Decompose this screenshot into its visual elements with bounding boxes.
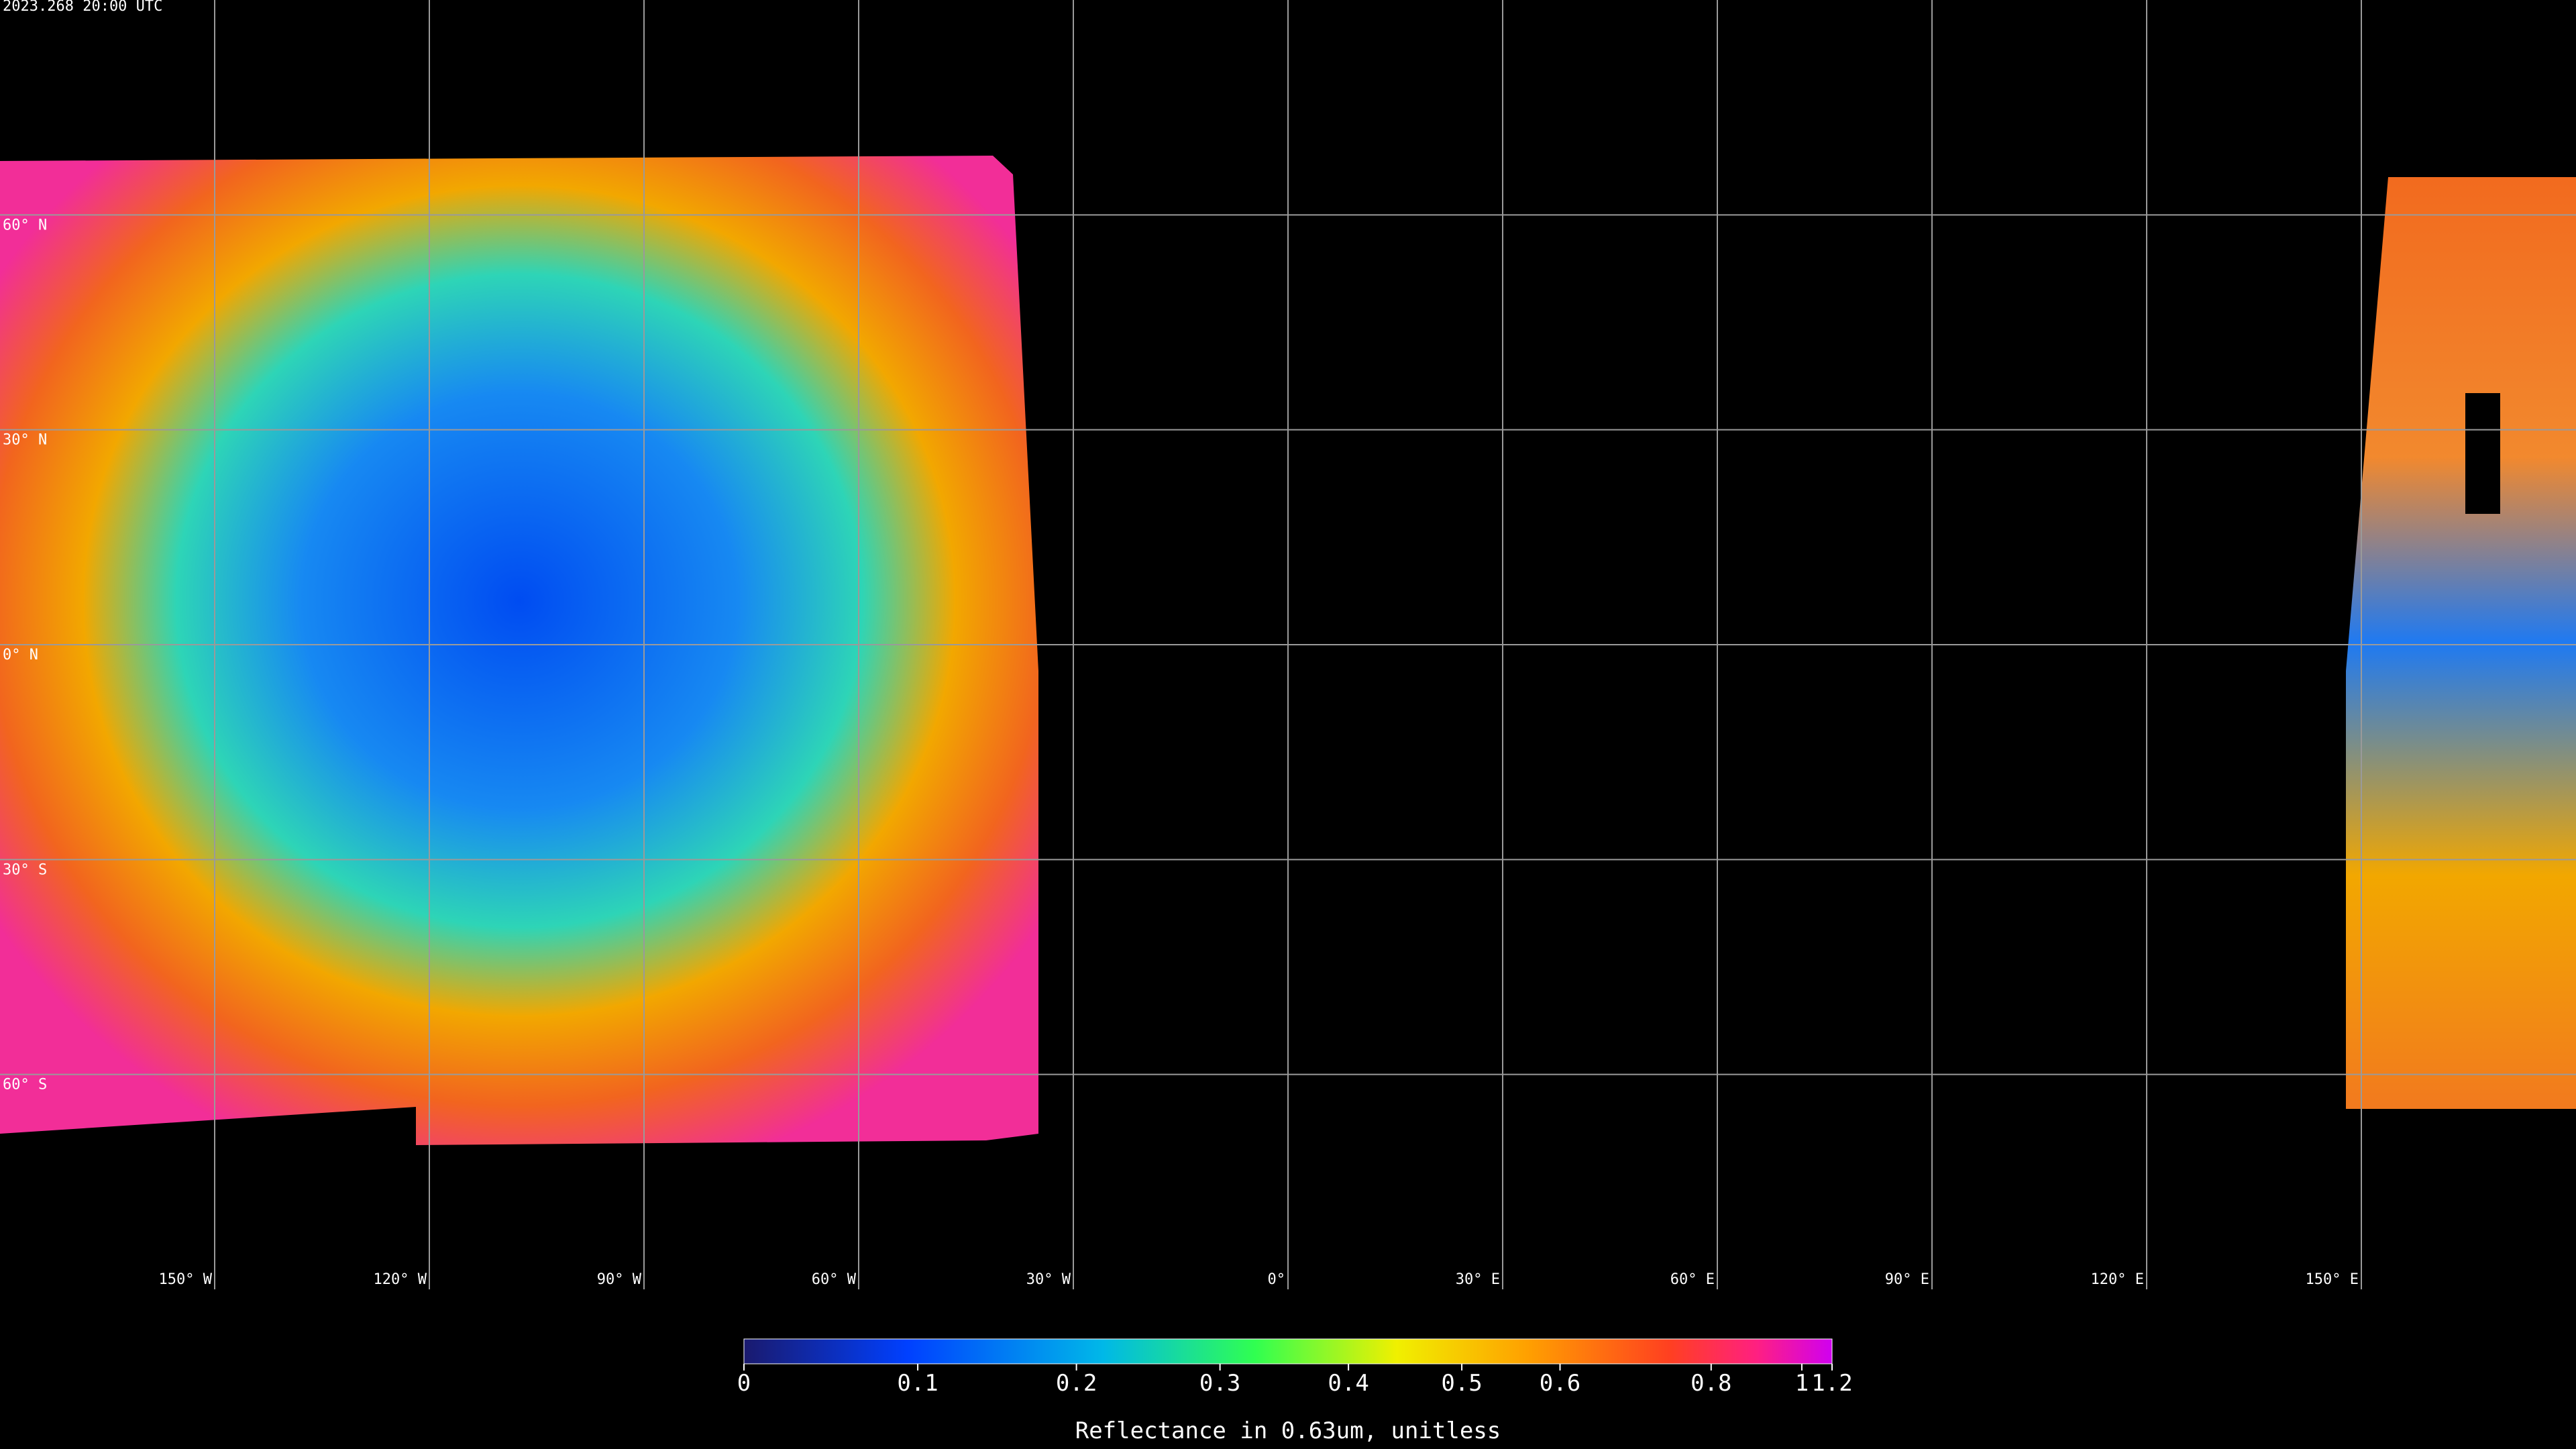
longitude-label: 120° E — [2091, 1271, 2144, 1288]
longitude-label: 120° W — [374, 1271, 427, 1288]
longitude-label: 0° — [1268, 1271, 1286, 1288]
colorbar-tick-label: 0.2 — [1056, 1370, 1097, 1397]
colorbar-tick-label: 1 — [1795, 1370, 1809, 1397]
longitude-label: 30° W — [1026, 1271, 1071, 1288]
graticule — [0, 0, 2576, 1289]
colorbar — [743, 1338, 1833, 1364]
colorbar-tick-label: 0.5 — [1441, 1370, 1482, 1397]
latitude-label: 60° N — [3, 217, 47, 233]
satellite-imagery — [2346, 177, 2576, 1109]
colorbar-tick-label: 0.8 — [1690, 1370, 1731, 1397]
data-gap — [2465, 393, 2500, 514]
longitude-label: 150° E — [2306, 1271, 2359, 1288]
latitude-label: 30° S — [3, 861, 47, 878]
latitude-label: 30° N — [3, 432, 47, 449]
colorbar-tick-label: 0 — [737, 1370, 751, 1397]
longitude-label: 60° W — [812, 1271, 857, 1288]
longitude-label: 60° E — [1670, 1271, 1715, 1288]
longitude-label: 30° E — [1456, 1271, 1500, 1288]
colorbar-tick-label: 0.3 — [1199, 1370, 1240, 1397]
timestamp: 2023.268 20:00 UTC — [3, 0, 162, 15]
colorbar-tick-label: 0.1 — [897, 1370, 938, 1397]
longitude-label: 90° W — [597, 1271, 642, 1288]
latitude-label: 60° S — [3, 1077, 47, 1093]
satellite-imagery — [0, 156, 1038, 1145]
colorbar-tick-label: 1.2 — [1811, 1370, 1852, 1397]
colorbar-label: Reflectance in 0.63um, unitless — [1075, 1417, 1501, 1444]
longitude-label: 90° E — [1885, 1271, 1929, 1288]
colorbar-tick-label: 0.6 — [1540, 1370, 1580, 1397]
colorbar-tick-label: 0.4 — [1328, 1370, 1368, 1397]
latitude-label: 0° N — [3, 647, 38, 663]
longitude-label: 150° W — [159, 1271, 213, 1288]
